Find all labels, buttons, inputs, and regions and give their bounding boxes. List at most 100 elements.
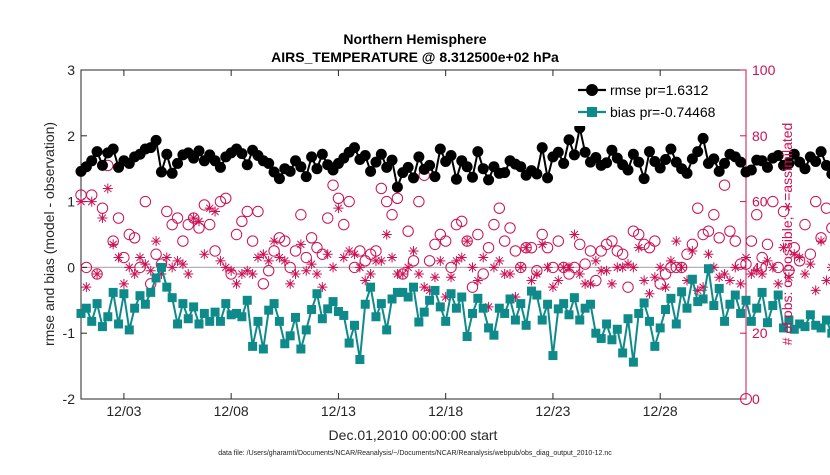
assimilated-marker xyxy=(564,262,574,272)
bias-point xyxy=(607,335,616,344)
rmse-point xyxy=(349,142,360,153)
rmse-point xyxy=(467,172,478,183)
rmse-point xyxy=(644,146,655,157)
assimilated-marker xyxy=(537,239,547,249)
possible-marker xyxy=(762,239,772,249)
rmse-point xyxy=(821,160,830,171)
bias-point xyxy=(452,304,461,313)
rmse-point xyxy=(451,174,462,185)
assimilated-marker xyxy=(548,282,558,292)
assimilated-marker xyxy=(97,213,107,223)
rmse-point xyxy=(97,160,108,171)
bias-point xyxy=(200,309,209,318)
bias-point xyxy=(806,310,815,319)
assimilated-marker xyxy=(264,256,274,266)
rmse-point xyxy=(392,182,403,193)
rmse-point xyxy=(735,157,746,168)
y-right-tick-label: 80 xyxy=(752,128,768,144)
assimilated-marker xyxy=(140,259,150,269)
bias-point xyxy=(216,317,225,326)
bias-point xyxy=(645,317,654,326)
rmse-point xyxy=(429,171,440,182)
rmse-point xyxy=(424,160,435,171)
rmse-point xyxy=(387,155,398,166)
rmse-point xyxy=(665,143,676,154)
bias-point xyxy=(441,317,450,326)
bias-point xyxy=(747,317,756,326)
rmse-point xyxy=(317,149,328,160)
rmse-point xyxy=(580,147,591,158)
assimilated-marker xyxy=(387,253,397,263)
rmse-point xyxy=(301,171,312,182)
rmse-point xyxy=(478,163,489,174)
assimilated-marker xyxy=(768,262,778,272)
rmse-point xyxy=(698,133,709,144)
legend-rmse-label: rmse pr=1.6312 xyxy=(610,82,709,98)
assimilated-marker xyxy=(703,249,713,259)
bias-point xyxy=(522,321,531,330)
bias-point xyxy=(93,299,102,308)
assimilated-marker xyxy=(446,272,456,282)
y-axis-right-label: # of obs: o=possible; ∗=assimilated xyxy=(779,123,795,346)
assimilated-marker xyxy=(591,256,601,266)
bias-point xyxy=(345,339,354,348)
rmse-point xyxy=(692,146,703,157)
assimilated-marker xyxy=(816,236,826,246)
bias-point xyxy=(688,275,697,284)
bias-point xyxy=(586,300,595,309)
rmse-point xyxy=(108,143,119,154)
rmse-point xyxy=(408,172,419,183)
assimilated-marker xyxy=(644,289,654,299)
x-tick-label: 12/08 xyxy=(214,403,249,419)
rmse-point xyxy=(306,151,317,162)
rmse-point xyxy=(483,174,494,185)
rmse-point xyxy=(365,166,376,177)
legend-rmse-marker xyxy=(586,84,598,96)
bias-point xyxy=(666,294,675,303)
bias-point xyxy=(194,319,203,328)
bias-point xyxy=(420,308,429,317)
assimilated-marker xyxy=(725,276,735,286)
rmse-point xyxy=(274,173,285,184)
assimilated-marker xyxy=(215,256,225,266)
assimilated-marker xyxy=(795,253,805,263)
rmse-point xyxy=(215,162,226,173)
bias-point xyxy=(752,304,761,313)
bias-point xyxy=(822,316,830,325)
bias-point xyxy=(575,316,584,325)
assimilated-marker xyxy=(521,243,531,253)
rmse-point xyxy=(446,150,457,161)
rmse-point xyxy=(810,156,821,167)
assimilated-marker xyxy=(575,269,585,279)
bias-point xyxy=(425,296,434,305)
bias-point xyxy=(447,289,456,298)
bias-point xyxy=(602,319,611,328)
possible-marker xyxy=(768,196,778,206)
y-right-tick-label: 20 xyxy=(752,325,768,341)
assimilated-marker xyxy=(226,266,236,276)
assimilated-marker xyxy=(339,253,349,263)
bias-point xyxy=(634,309,643,318)
assimilated-marker xyxy=(505,269,515,279)
assimilated-marker xyxy=(403,262,413,272)
bias-point xyxy=(350,321,359,330)
assimilated-marker xyxy=(232,279,242,289)
bias-point xyxy=(152,273,161,282)
bias-point xyxy=(704,264,713,273)
assimilated-marker xyxy=(296,239,306,249)
bias-point xyxy=(259,344,268,353)
rmse-point xyxy=(639,173,650,184)
bias-point xyxy=(307,305,316,314)
bias-point xyxy=(377,299,386,308)
bias-point xyxy=(296,344,305,353)
bias-point xyxy=(457,293,466,302)
assimilated-marker xyxy=(183,269,193,279)
assimilated-marker xyxy=(602,266,612,276)
assimilated-marker xyxy=(634,243,644,253)
bias-point xyxy=(538,316,547,325)
bias-point xyxy=(130,304,139,313)
bias-point xyxy=(355,355,364,364)
assimilated-marker xyxy=(333,203,343,213)
bias-point xyxy=(725,300,734,309)
assimilated-marker xyxy=(478,253,488,263)
